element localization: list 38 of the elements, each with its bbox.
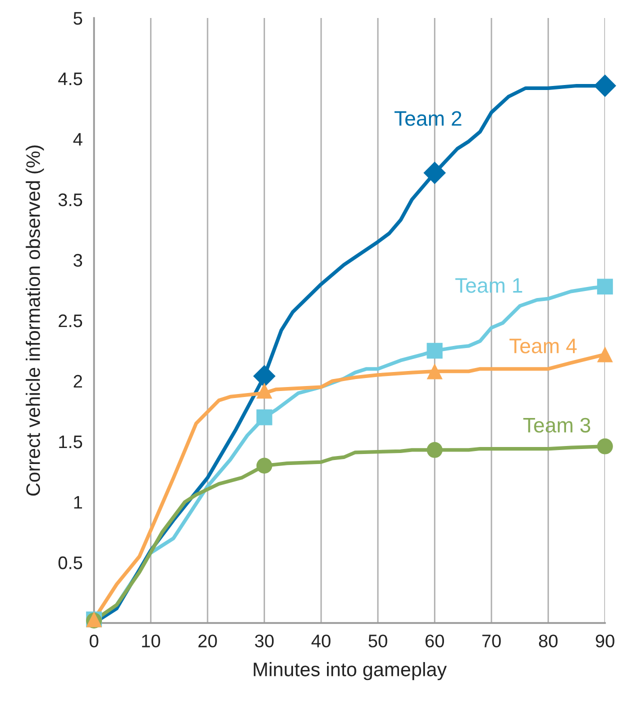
x-tick-label: 10 xyxy=(142,634,160,648)
y-tick-label: 2 xyxy=(74,374,82,388)
y-tick-label: 1 xyxy=(74,496,82,509)
series-label: Team 2 xyxy=(394,111,462,126)
series-label: Team 4 xyxy=(509,338,577,354)
point xyxy=(423,162,446,184)
y-tick-label: 1.5 xyxy=(59,436,82,448)
y-tick-label: 3 xyxy=(74,254,82,267)
point xyxy=(256,458,272,474)
y-axis-title: Correct vehicle information observed (%) xyxy=(26,146,44,496)
point xyxy=(597,438,613,454)
y-tick-label: 4.5 xyxy=(58,72,82,86)
y-tick-label: 5 xyxy=(74,12,82,25)
point xyxy=(253,364,276,388)
x-axis-title: Minutes into gameplay xyxy=(254,662,447,680)
x-tick-label: 30 xyxy=(254,634,274,648)
point xyxy=(426,442,443,458)
y-tick-label: 3.5 xyxy=(58,193,82,206)
x-tick-label: 90 xyxy=(596,634,614,648)
point xyxy=(426,342,443,359)
y-tick-label: 2.5 xyxy=(58,314,82,328)
x-tick-label: 70 xyxy=(482,634,501,648)
y-tick-label: 4 xyxy=(73,133,82,146)
point xyxy=(256,382,272,399)
x-tick-label: 80 xyxy=(538,634,558,648)
point xyxy=(594,74,616,97)
point xyxy=(597,346,613,362)
x-tick-label: 20 xyxy=(198,634,217,648)
point xyxy=(256,409,272,426)
y-tick-label: 0.5 xyxy=(58,556,82,570)
series-label: Team 1 xyxy=(455,278,522,293)
point xyxy=(426,363,443,380)
x-tick-label: 0 xyxy=(90,634,98,648)
x-tick-label: 60 xyxy=(426,634,444,648)
x-tick-label: 50 xyxy=(368,634,388,648)
x-tick-label: 40 xyxy=(311,634,330,648)
point xyxy=(597,278,613,295)
series-label: Team 3 xyxy=(523,418,590,433)
